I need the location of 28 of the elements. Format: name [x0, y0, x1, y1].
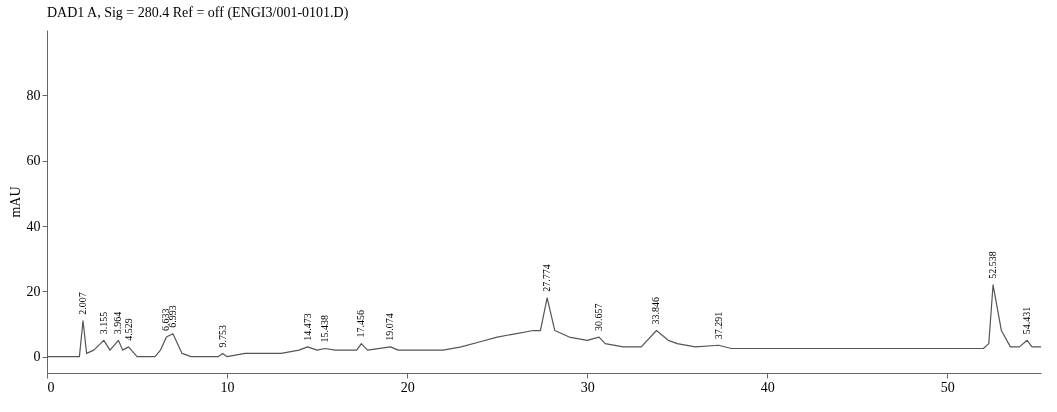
chart-title: DAD1 A, Sig = 280.4 Ref = off (ENGI3/001-0101.D) [47, 5, 349, 21]
annotation: 3.155 [97, 311, 109, 335]
y-tick-label: 0 [33, 349, 41, 365]
annotation: 19.074 [384, 313, 396, 341]
annotation: 15.438 [319, 315, 330, 343]
x-tick-label: 30 [580, 379, 595, 395]
annotation: 52.538 [987, 251, 999, 279]
y-tick-label: 80 [26, 87, 41, 103]
annotation: 14.473 [301, 313, 313, 341]
annotation: 17.456 [355, 310, 367, 338]
annotation: 9.753 [216, 324, 228, 348]
annotation: 27.774 [541, 264, 553, 292]
y-tick-label: 20 [26, 283, 41, 299]
x-tick-label: 20 [400, 379, 415, 395]
y-tick-label: 60 [26, 153, 41, 169]
x-tick-label: 10 [220, 379, 235, 395]
annotation: 37.291 [712, 311, 724, 340]
annotation: 3.964 [112, 311, 124, 335]
x-tick-label: 50 [940, 379, 955, 395]
x-tick-label: 40 [760, 379, 775, 395]
y-axis-title: mAU [7, 186, 23, 218]
annotation: 2.007 [77, 292, 89, 315]
annotation: 33.846 [650, 297, 662, 325]
annotation: 4.529 [122, 318, 134, 341]
x-tick-label: 0 [47, 379, 55, 395]
annotation: 30.657 [593, 303, 605, 332]
annotation: 54.431 [1021, 306, 1033, 335]
y-tick-label: 40 [26, 218, 41, 234]
